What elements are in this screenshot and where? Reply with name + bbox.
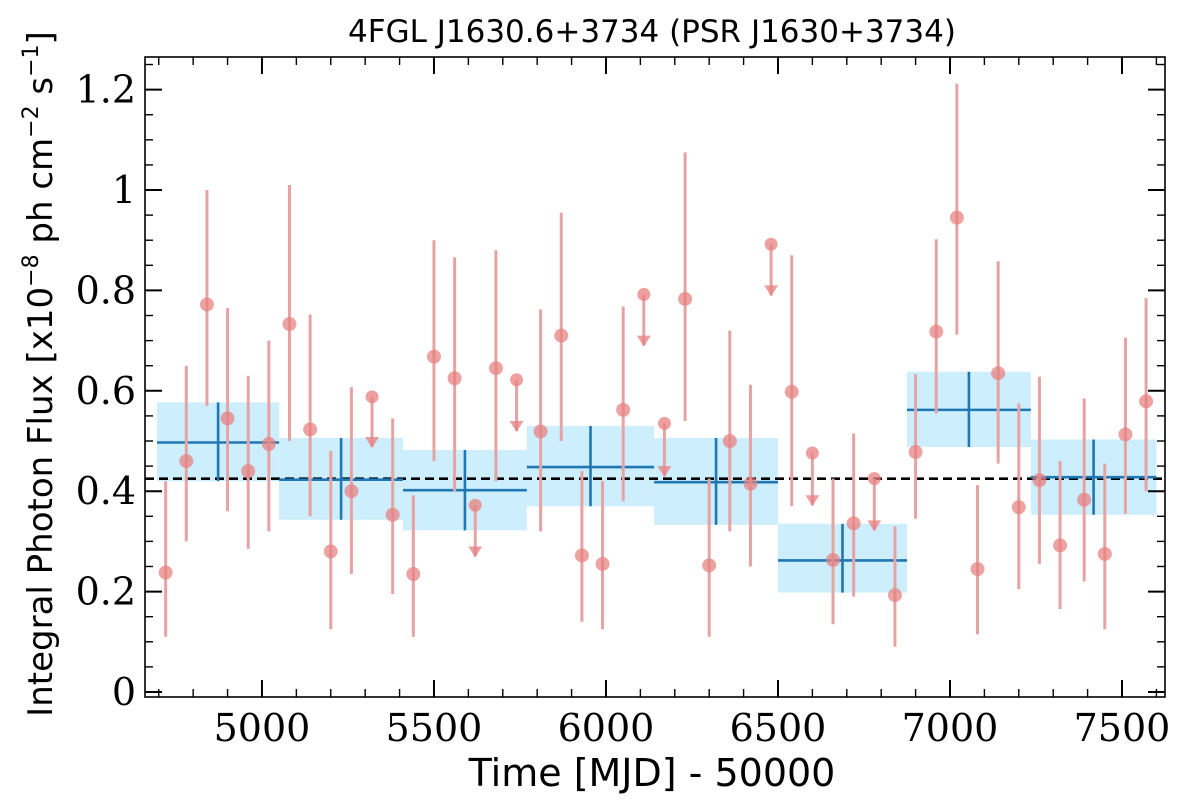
flux-point-39	[970, 562, 985, 576]
x-tick-label-5: 7500	[1074, 706, 1171, 750]
upper-limit-arrow-10	[365, 437, 380, 449]
flux-point-13	[426, 349, 441, 364]
flux-point-8	[323, 544, 338, 559]
y-tick-label-1: 0.2	[76, 570, 136, 614]
flux-point-32	[826, 552, 841, 567]
flux-point-36	[908, 445, 923, 460]
flux-point-28	[743, 476, 758, 491]
y-axis-label-mid: ph cm	[21, 138, 61, 255]
flux-point-20	[574, 548, 589, 563]
flux-point-30	[784, 384, 799, 399]
y-tick-label-2: 0.4	[76, 469, 136, 513]
y-axis-label-exp1: −8	[19, 254, 44, 286]
flux-point-22	[616, 402, 631, 417]
flux-point-38	[949, 210, 964, 225]
flux-point-27	[722, 434, 737, 448]
upper-limit-arrow-24	[657, 466, 672, 478]
y-axis-label-exp3: −1	[19, 44, 44, 76]
flux-point-2	[199, 297, 214, 312]
flux-point-46	[1118, 427, 1133, 442]
flux-point-25	[678, 291, 693, 306]
upper-limit-point-15	[468, 498, 482, 512]
axes: 5000 5500 6000 6500 7000 7500 0 0.2 0.4 0.6 0.8 1 1.…	[76, 56, 1171, 750]
x-tick-label-1: 5500	[386, 706, 483, 750]
plot-area	[145, 83, 1165, 647]
flux-point-40	[991, 366, 1006, 381]
y-axis-label-suffix: ]	[21, 31, 61, 44]
upper-limit-arrow-34	[867, 520, 882, 532]
upper-limit-arrow-17	[509, 420, 524, 432]
flux-point-5	[261, 437, 276, 452]
flux-point-45	[1097, 546, 1112, 561]
flux-point-19	[554, 328, 569, 343]
y-axis-label-exp2: −2	[19, 105, 44, 137]
flux-point-21	[595, 556, 610, 571]
upper-limit-point-23	[637, 287, 651, 301]
upper-limit-arrow-31	[805, 495, 820, 507]
y-tick-label-3: 0.6	[76, 369, 136, 413]
y-axis-label: Integral Photon Flux [x10−8 ph cm−2 s−1]	[19, 31, 61, 717]
flux-point-42	[1032, 473, 1047, 488]
y-axis-label-prefix: Integral Photon Flux [x10	[21, 287, 61, 717]
flux-point-44	[1077, 492, 1092, 507]
flux-point-11	[385, 507, 400, 522]
flux-point-6	[282, 317, 297, 332]
upper-limit-point-31	[805, 446, 819, 460]
flux-point-18	[533, 424, 548, 439]
upper-limit-point-10	[365, 390, 379, 404]
x-tick-label-0: 5000	[214, 706, 311, 750]
flux-point-37	[929, 324, 944, 339]
flux-point-35	[887, 588, 902, 603]
x-axis-label: Time [MJD] - 50000	[468, 751, 836, 795]
flux-point-9	[344, 484, 359, 499]
upper-limit-point-34	[867, 472, 881, 486]
x-tick-label-4: 7000	[902, 706, 999, 750]
upper-limit-arrow-29	[764, 285, 779, 297]
chart-title: 4FGL J1630.6+3734 (PSR J1630+3734)	[348, 14, 956, 50]
y-tick-label-5: 1	[112, 168, 136, 212]
upper-limit-arrow-23	[636, 335, 651, 347]
upper-limit-point-29	[764, 237, 778, 251]
upper-limit-point-17	[510, 373, 524, 387]
y-axis-label-mid2: s	[21, 77, 61, 106]
flux-point-0	[158, 565, 173, 580]
flux-point-26	[702, 558, 717, 573]
upper-limit-point-24	[657, 416, 671, 430]
x-tick-label-3: 6500	[730, 706, 827, 750]
flux-point-41	[1011, 500, 1026, 515]
upper-limit-arrow-15	[468, 546, 483, 558]
y-tick-label-4: 0.8	[76, 268, 136, 312]
x-tick-label-2: 6000	[558, 706, 655, 750]
flux-point-47	[1139, 394, 1154, 409]
flux-point-12	[406, 567, 421, 582]
flux-point-1	[179, 454, 194, 469]
y-tick-label-6: 1.2	[76, 68, 136, 112]
flux-point-7	[303, 422, 318, 437]
flux-point-33	[846, 516, 861, 531]
y-tick-label-0: 0	[112, 670, 136, 714]
flux-point-3	[220, 411, 235, 426]
flux-point-16	[488, 361, 503, 376]
plot-frame	[144, 56, 1166, 698]
flux-point-14	[447, 371, 462, 386]
flux-point-43	[1053, 538, 1068, 553]
flux-point-4	[241, 464, 256, 479]
